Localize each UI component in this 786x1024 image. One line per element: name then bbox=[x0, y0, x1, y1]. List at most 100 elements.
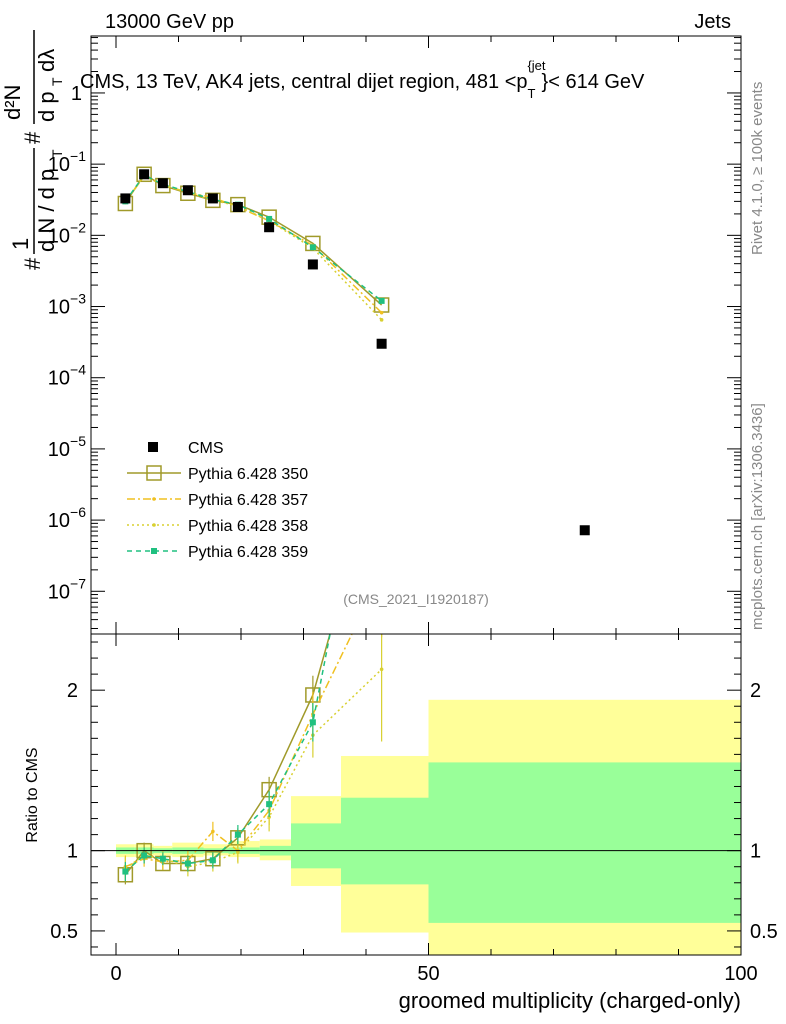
ratio-point-series-1-8 bbox=[380, 571, 384, 575]
main-point-series-1-8 bbox=[379, 310, 384, 315]
header-energy-label: 13000 GeV pp bbox=[105, 11, 234, 33]
y-tick-label-main: 10−2 bbox=[48, 219, 86, 247]
main-point-series-3-8 bbox=[378, 297, 385, 304]
y-tick-label-main: 10−6 bbox=[48, 504, 86, 532]
main-line-series-2 bbox=[124, 174, 383, 321]
y-axis-label-pt-sub-2: T bbox=[49, 77, 65, 86]
ratio-point-series-3-0 bbox=[122, 868, 129, 875]
legend-marker-1 bbox=[146, 465, 162, 481]
y-tick-label-ratio-left: 2 bbox=[67, 680, 78, 702]
main-line-series-1 bbox=[124, 175, 383, 314]
y-tick-label-ratio-right: 0.5 bbox=[750, 921, 778, 943]
cms-point-4 bbox=[207, 193, 218, 204]
axis-ticks bbox=[91, 36, 742, 955]
main-line-series-0 bbox=[124, 173, 383, 306]
ratio-point-series-1-4 bbox=[211, 829, 215, 834]
ratio-point-series-3-8 bbox=[379, 366, 385, 372]
y-axis-label-main: # 1 d N / d p T # d²N d p T dλ bbox=[0, 30, 65, 270]
y-tick-label-main: 1 bbox=[71, 83, 82, 105]
y-tick-label-main: 10−5 bbox=[48, 433, 86, 461]
header-jets-label: Jets bbox=[694, 11, 731, 33]
cms-point-1 bbox=[139, 169, 150, 180]
ratio-uncertainty-bands bbox=[116, 699, 741, 955]
plot-title-main: CMS, 13 TeV, AK4 jets, central dijet reg… bbox=[80, 71, 528, 93]
axis-tick-labels: 0 50 100 10−7 10−6 10−5 10−4 10−3 10−2 10−1 1 0.5 0.… bbox=[48, 83, 778, 985]
cms-point-8 bbox=[376, 338, 387, 349]
x-axis-label: groomed multiplicity (charged-only) bbox=[399, 988, 741, 1013]
y-axis-label-ratio: Ratio to CMS bbox=[24, 747, 41, 842]
band-green-9 bbox=[428, 762, 741, 923]
ratio-point-series-3-5 bbox=[234, 831, 241, 838]
ratio-point-series-3-1 bbox=[141, 852, 148, 859]
ratio-point-series-2-8 bbox=[379, 667, 384, 672]
plot-title-superscript: {jet bbox=[527, 58, 545, 73]
y-axis-label-dn: d N / d p bbox=[34, 169, 59, 252]
plot-title-end: }< 614 GeV bbox=[542, 71, 646, 93]
ratio-point-series-3-3 bbox=[184, 860, 191, 867]
y-tick-label-main: 10−4 bbox=[48, 362, 86, 390]
legend-label-0: CMS bbox=[188, 440, 224, 457]
y-tick-label-ratio-left: 0.5 bbox=[50, 921, 78, 943]
band-green-7 bbox=[291, 823, 341, 869]
legend-marker-2 bbox=[152, 497, 156, 501]
band-green-8 bbox=[341, 797, 429, 885]
x-tick-label: 0 bbox=[110, 963, 121, 985]
cms-data-points bbox=[120, 169, 590, 536]
y-axis-label-dpt: d p bbox=[34, 91, 59, 122]
legend-entry-2: Pythia 6.428 357 bbox=[127, 492, 308, 509]
y-tick-label-ratio-right: 2 bbox=[750, 680, 761, 702]
cms-point-9 bbox=[579, 525, 590, 536]
cms-point-6 bbox=[264, 222, 275, 233]
ratio-point-series-0-8 bbox=[375, 442, 389, 456]
y-tick-label-main: 10−7 bbox=[48, 575, 86, 603]
cms-point-5 bbox=[232, 202, 243, 213]
legend-entry-0: CMS bbox=[148, 440, 224, 457]
main-point-series-3-7 bbox=[309, 244, 316, 251]
ratio-point-series-3-6 bbox=[266, 801, 273, 808]
legend-marker-cms bbox=[148, 442, 158, 452]
rivet-version-label: Rivet 4.1.0, ≥ 100k events bbox=[749, 82, 766, 255]
legend-marker-3 bbox=[152, 523, 156, 527]
y-tick-label-main: 10−1 bbox=[48, 148, 86, 176]
legend-marker-4 bbox=[151, 548, 157, 554]
legend-label-2: Pythia 6.428 357 bbox=[188, 492, 308, 509]
analysis-id-label: (CMS_2021_I1920187) bbox=[343, 591, 489, 607]
legend-entry-1: Pythia 6.428 350 bbox=[127, 465, 308, 483]
y-axis-label-one: 1 bbox=[8, 238, 33, 250]
ratio-series-layer bbox=[117, 366, 389, 885]
ratio-point-series-2-5 bbox=[236, 850, 240, 855]
main-line-series-3 bbox=[124, 174, 383, 302]
main-point-series-3-6 bbox=[266, 215, 273, 222]
main-point-series-2-8 bbox=[379, 318, 384, 322]
legend-entry-3: Pythia 6.428 358 bbox=[127, 518, 308, 535]
legend: CMS Pythia 6.428 350 Pythia 6.428 357 Pythi… bbox=[127, 440, 308, 561]
legend-label-1: Pythia 6.428 350 bbox=[188, 466, 308, 483]
cms-point-7 bbox=[307, 259, 318, 270]
y-tick-label-ratio-left: 1 bbox=[67, 841, 78, 863]
y-tick-label-main: 10−3 bbox=[48, 291, 86, 319]
y-tick-label-ratio-right: 1 bbox=[750, 841, 761, 863]
ratio-point-series-3-7 bbox=[309, 719, 316, 726]
main-point-series-0-1 bbox=[136, 166, 152, 183]
cms-point-0 bbox=[120, 193, 131, 204]
legend-label-3: Pythia 6.428 358 bbox=[188, 518, 308, 535]
y-axis-label-d2n: d²N bbox=[0, 85, 25, 120]
cms-point-3 bbox=[182, 185, 193, 196]
legend-entry-4: Pythia 6.428 359 bbox=[127, 544, 308, 561]
ratio-point-series-3-2 bbox=[159, 855, 166, 862]
y-axis-label-pt-sub: T bbox=[49, 149, 65, 158]
plot-title-subscript: T bbox=[528, 86, 536, 101]
cms-point-2 bbox=[157, 178, 168, 189]
plot-title: CMS, 13 TeV, AK4 jets, central dijet reg… bbox=[80, 58, 645, 101]
x-tick-label: 50 bbox=[417, 963, 439, 985]
y-axis-label-dlambda: dλ bbox=[34, 49, 59, 72]
legend-label-4: Pythia 6.428 359 bbox=[188, 544, 308, 561]
ratio-plot-frame bbox=[90, 633, 742, 956]
main-series-layer bbox=[117, 166, 390, 322]
y-axis-label-hash-1: # bbox=[20, 257, 45, 270]
y-axis-label-hash-2: # bbox=[20, 131, 45, 144]
x-tick-label: 100 bbox=[724, 963, 757, 985]
ratio-point-series-3-4 bbox=[209, 857, 216, 864]
mcplots-label: mcplots.cern.ch [arXiv:1306.3436] bbox=[749, 403, 766, 630]
